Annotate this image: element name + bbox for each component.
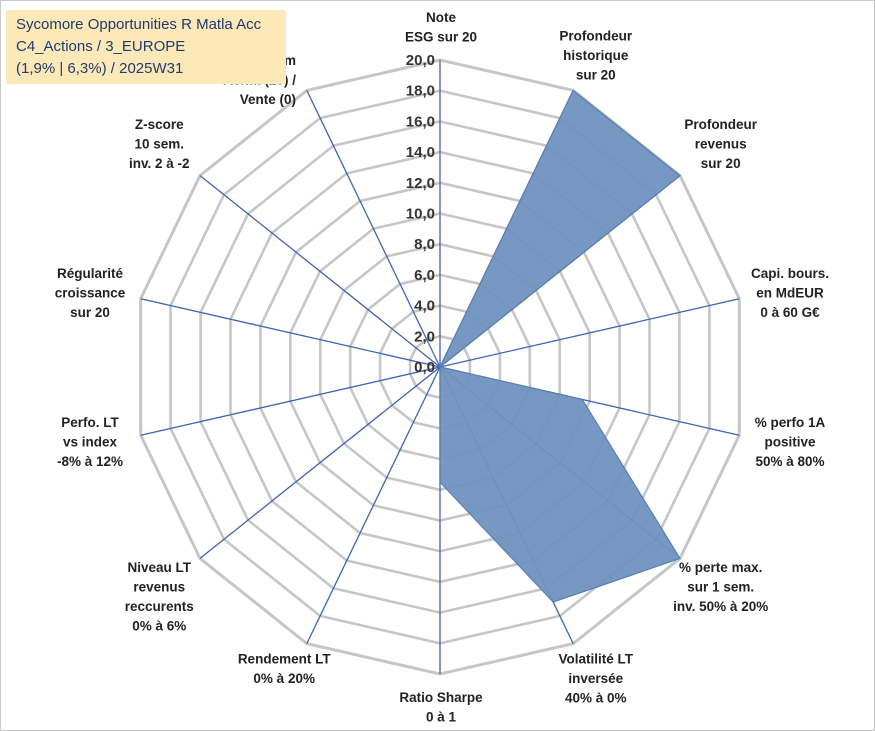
chart-title-line-3: (1,9% | 6,3%) / 2025W31: [16, 60, 184, 77]
series-area-0: [426, 89, 681, 603]
category-label-10-line-1: vs index: [63, 435, 118, 450]
category-label-9: Niveau LT revenus reccurents 0% à 6%: [125, 560, 194, 634]
tick-label-9: 18,0: [406, 83, 435, 100]
tick-label-0: 0,0: [414, 359, 435, 376]
category-label-8-line-1: 0% à 20%: [253, 671, 315, 686]
category-label-3: Capi. bours. en MdEUR 0 à 60 G€: [751, 266, 829, 320]
category-label-4: % perfo 1A positive 50% à 80%: [755, 415, 826, 469]
category-label-0-line-0: Note: [426, 10, 456, 25]
axis-spoke-3: [439, 298, 740, 368]
category-label-7: Ratio Sharpe 0 à 1: [399, 690, 483, 725]
axis-spoke-11: [140, 298, 441, 368]
tick-label-10: 20,0: [406, 52, 435, 69]
category-label-9-line-0: Niveau LT: [128, 560, 192, 575]
category-label-3-line-0: Capi. bours.: [751, 266, 829, 281]
category-label-0-line-1: ESG sur 20: [405, 30, 477, 45]
category-label-5-line-2: inv. 50% à 20%: [673, 599, 768, 614]
category-label-10: Perfo. LT vs index -8% à 12%: [57, 415, 123, 469]
radar-tick-labels: 0,0 2,0 4,0 6,0 8,0 10,0 12,0 14,0 16,0 18,0 20,0: [406, 52, 435, 376]
axis-spoke-12: [199, 175, 441, 368]
category-label-2-line-0: Profondeur: [684, 117, 757, 132]
category-label-0: Note ESG sur 20: [405, 10, 477, 45]
category-label-6-line-0: Volatilité LT: [559, 651, 634, 666]
category-label-5: % perte max. sur 1 sem. inv. 50% à 20%: [673, 560, 768, 614]
category-label-13-line-2: Vente (0): [240, 92, 296, 107]
tick-label-3: 6,0: [414, 267, 435, 284]
category-label-12-line-0: Z-score: [135, 117, 184, 132]
tick-label-1: 2,0: [414, 328, 435, 345]
category-label-7-line-0: Ratio Sharpe: [399, 690, 483, 705]
radar-series: [426, 89, 681, 603]
tick-label-5: 10,0: [406, 206, 435, 223]
category-label-4-line-1: positive: [764, 435, 816, 450]
tick-label-7: 14,0: [406, 144, 435, 161]
category-label-2-line-2: sur 20: [701, 156, 741, 171]
category-label-6: Volatilité LT inversée 40% à 0%: [559, 651, 634, 705]
category-label-11-line-2: sur 20: [70, 305, 110, 320]
chart-title-box: Sycomore Opportunities R Matla Acc C4_Ac…: [6, 10, 286, 84]
category-label-12-line-2: inv. 2 à -2: [129, 156, 190, 171]
axis-spoke-13: [306, 90, 441, 368]
category-label-4-line-2: 50% à 80%: [755, 454, 824, 469]
category-label-6-line-1: inversée: [568, 671, 623, 686]
category-label-3-line-2: 0 à 60 G€: [760, 305, 820, 320]
axis-spoke-8: [306, 366, 441, 644]
tick-label-8: 16,0: [406, 113, 435, 130]
category-label-8: Rendement LT 0% à 20%: [238, 651, 332, 686]
chart-title-line-2: C4_Actions / 3_EUROPE: [16, 38, 186, 55]
category-label-12-line-1: 10 sem.: [135, 137, 185, 152]
category-label-9-line-2: reccurents: [125, 599, 194, 614]
category-label-9-line-3: 0% à 6%: [132, 619, 186, 634]
category-label-10-line-2: -8% à 12%: [57, 454, 123, 469]
category-label-8-line-0: Rendement LT: [238, 651, 332, 666]
category-label-5-line-0: % perte max.: [679, 560, 762, 575]
category-label-6-line-2: 40% à 0%: [565, 690, 627, 705]
chart-title-line-1: Sycomore Opportunities R Matla Acc: [16, 16, 262, 33]
category-label-11: Régularité croissance sur 20: [55, 266, 126, 320]
category-label-1-line-2: sur 20: [576, 68, 616, 83]
axis-spoke-10: [140, 366, 441, 436]
category-label-11-line-1: croissance: [55, 285, 126, 300]
category-label-1-line-1: historique: [563, 48, 629, 63]
category-label-11-line-0: Régularité: [57, 266, 124, 281]
category-label-1: Profondeur historique sur 20: [559, 29, 632, 83]
category-label-4-line-0: % perfo 1A: [755, 415, 826, 430]
axis-spoke-9: [199, 366, 441, 559]
category-label-9-line-1: revenus: [133, 580, 185, 595]
tick-label-6: 12,0: [406, 175, 435, 192]
category-label-12: Z-score 10 sem. inv. 2 à -2: [129, 117, 190, 171]
category-label-3-line-1: en MdEUR: [756, 285, 824, 300]
category-label-7-line-1: 0 à 1: [426, 710, 457, 725]
category-label-10-line-0: Perfo. LT: [61, 415, 119, 430]
category-label-5-line-1: sur 1 sem.: [687, 580, 754, 595]
category-label-1-line-0: Profondeur: [559, 29, 632, 44]
tick-label-4: 8,0: [414, 236, 435, 253]
category-label-2-line-1: revenus: [695, 137, 747, 152]
tick-label-2: 4,0: [414, 298, 435, 315]
category-label-2: Profondeur revenus sur 20: [684, 117, 757, 171]
